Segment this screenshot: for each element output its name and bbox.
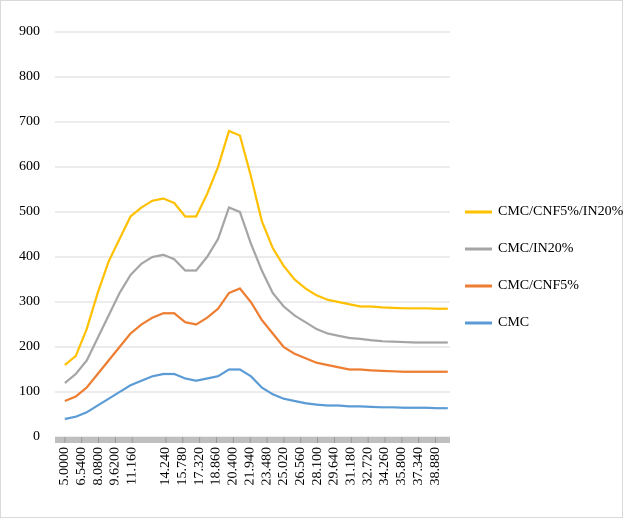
x-tick-label: 25.020 — [276, 447, 291, 486]
y-tick-label: 500 — [19, 204, 40, 219]
x-tick-label: 35.800 — [394, 447, 409, 486]
x-tick-label: 23.480 — [259, 447, 274, 486]
x-tick-label: 26.560 — [293, 447, 308, 486]
x-tick-label: 18.860 — [209, 447, 224, 486]
y-tick-label: 800 — [19, 69, 40, 84]
x-tick-label: 37.340 — [411, 447, 426, 486]
legend-label: CMC/CNF5% — [498, 278, 579, 293]
y-tick-label: 100 — [19, 384, 40, 399]
y-tick-label: 400 — [19, 249, 40, 264]
series-line — [64, 129, 448, 366]
legend-label: CMC/CNF5%/IN20% — [498, 204, 623, 219]
y-tick-label: 600 — [19, 159, 40, 174]
series-line — [64, 368, 448, 421]
x-tick-label: 5.0000 — [57, 447, 72, 486]
x-tick-label: 15.780 — [175, 447, 190, 486]
y-tick-label: 700 — [19, 114, 40, 129]
x-tick-label: 17.320 — [192, 447, 207, 486]
y-tick-label: 0 — [33, 429, 40, 444]
series-line — [64, 206, 448, 384]
x-tick-label: 38.880 — [428, 447, 443, 486]
x-tick-label: 21.940 — [242, 447, 257, 486]
x-tick-label: 11.160 — [124, 447, 139, 485]
x-tick-label: 28.100 — [310, 447, 325, 486]
x-tick-label: 31.180 — [344, 447, 359, 486]
x-tick-label: 29.640 — [327, 447, 342, 486]
x-tick-label: 8.0800 — [91, 447, 106, 486]
x-tick-label: 34.260 — [377, 447, 392, 486]
y-tick-label: 300 — [19, 294, 40, 309]
x-tick-label: 6.5400 — [74, 447, 89, 486]
legend-label: CMC/IN20% — [498, 241, 574, 256]
x-axis — [55, 437, 450, 443]
x-tick-label: 14.240 — [158, 447, 173, 486]
x-tick-label: 32.720 — [360, 447, 375, 486]
y-tick-label: 200 — [19, 339, 40, 354]
x-tick-label: 20.400 — [226, 447, 241, 486]
legend-label: CMC — [498, 315, 529, 330]
series-line — [64, 287, 448, 403]
x-tick-label: 9.6200 — [108, 447, 123, 486]
y-tick-label: 900 — [19, 24, 40, 39]
